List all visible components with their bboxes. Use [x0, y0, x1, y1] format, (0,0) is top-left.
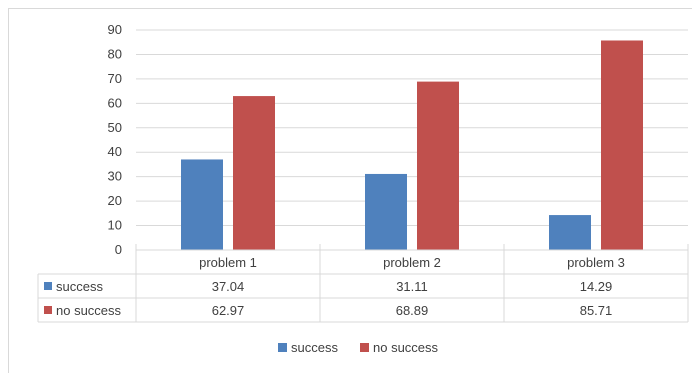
y-tick-label: 40 [108, 144, 122, 159]
table-legend-key-success [44, 282, 52, 290]
table-cell-value: 37.04 [212, 279, 245, 294]
bar-no-success-2[interactable] [417, 81, 459, 250]
y-tick-label: 30 [108, 169, 122, 184]
table-cell-value: 31.11 [396, 279, 428, 294]
category-label: problem 1 [199, 255, 257, 270]
legend-label: success [291, 340, 338, 355]
y-tick-label: 20 [108, 193, 122, 208]
category-label: problem 2 [383, 255, 441, 270]
category-label: problem 3 [567, 255, 625, 270]
frame-left-border [8, 8, 9, 373]
y-tick-label: 60 [108, 95, 122, 110]
table-legend-key-no-success [44, 306, 52, 314]
legend-key-no-success[interactable] [360, 343, 369, 352]
table-row-label: no success [56, 303, 122, 318]
table-cell-value: 14.29 [580, 279, 613, 294]
table-cell-value: 68.89 [396, 303, 429, 318]
y-tick-label: 50 [108, 120, 122, 135]
bar-success-2[interactable] [365, 173, 407, 250]
legend-label: no success [373, 340, 439, 355]
bar-success-1[interactable] [181, 159, 223, 250]
y-tick-label: 90 [108, 22, 122, 37]
y-tick-label: 10 [108, 218, 122, 233]
y-tick-label: 80 [108, 46, 122, 61]
bar-success-3[interactable] [549, 215, 591, 250]
y-tick-label: 0 [115, 242, 122, 257]
table-row-label: success [56, 279, 103, 294]
table-cell-value: 85.71 [580, 303, 613, 318]
legend-key-success[interactable] [278, 343, 287, 352]
bar-no-success-3[interactable] [601, 40, 643, 251]
y-tick-label: 70 [108, 71, 122, 86]
bar-no-success-1[interactable] [233, 96, 275, 250]
table-cell-value: 62.97 [212, 303, 245, 318]
frame-top-border [8, 8, 692, 9]
